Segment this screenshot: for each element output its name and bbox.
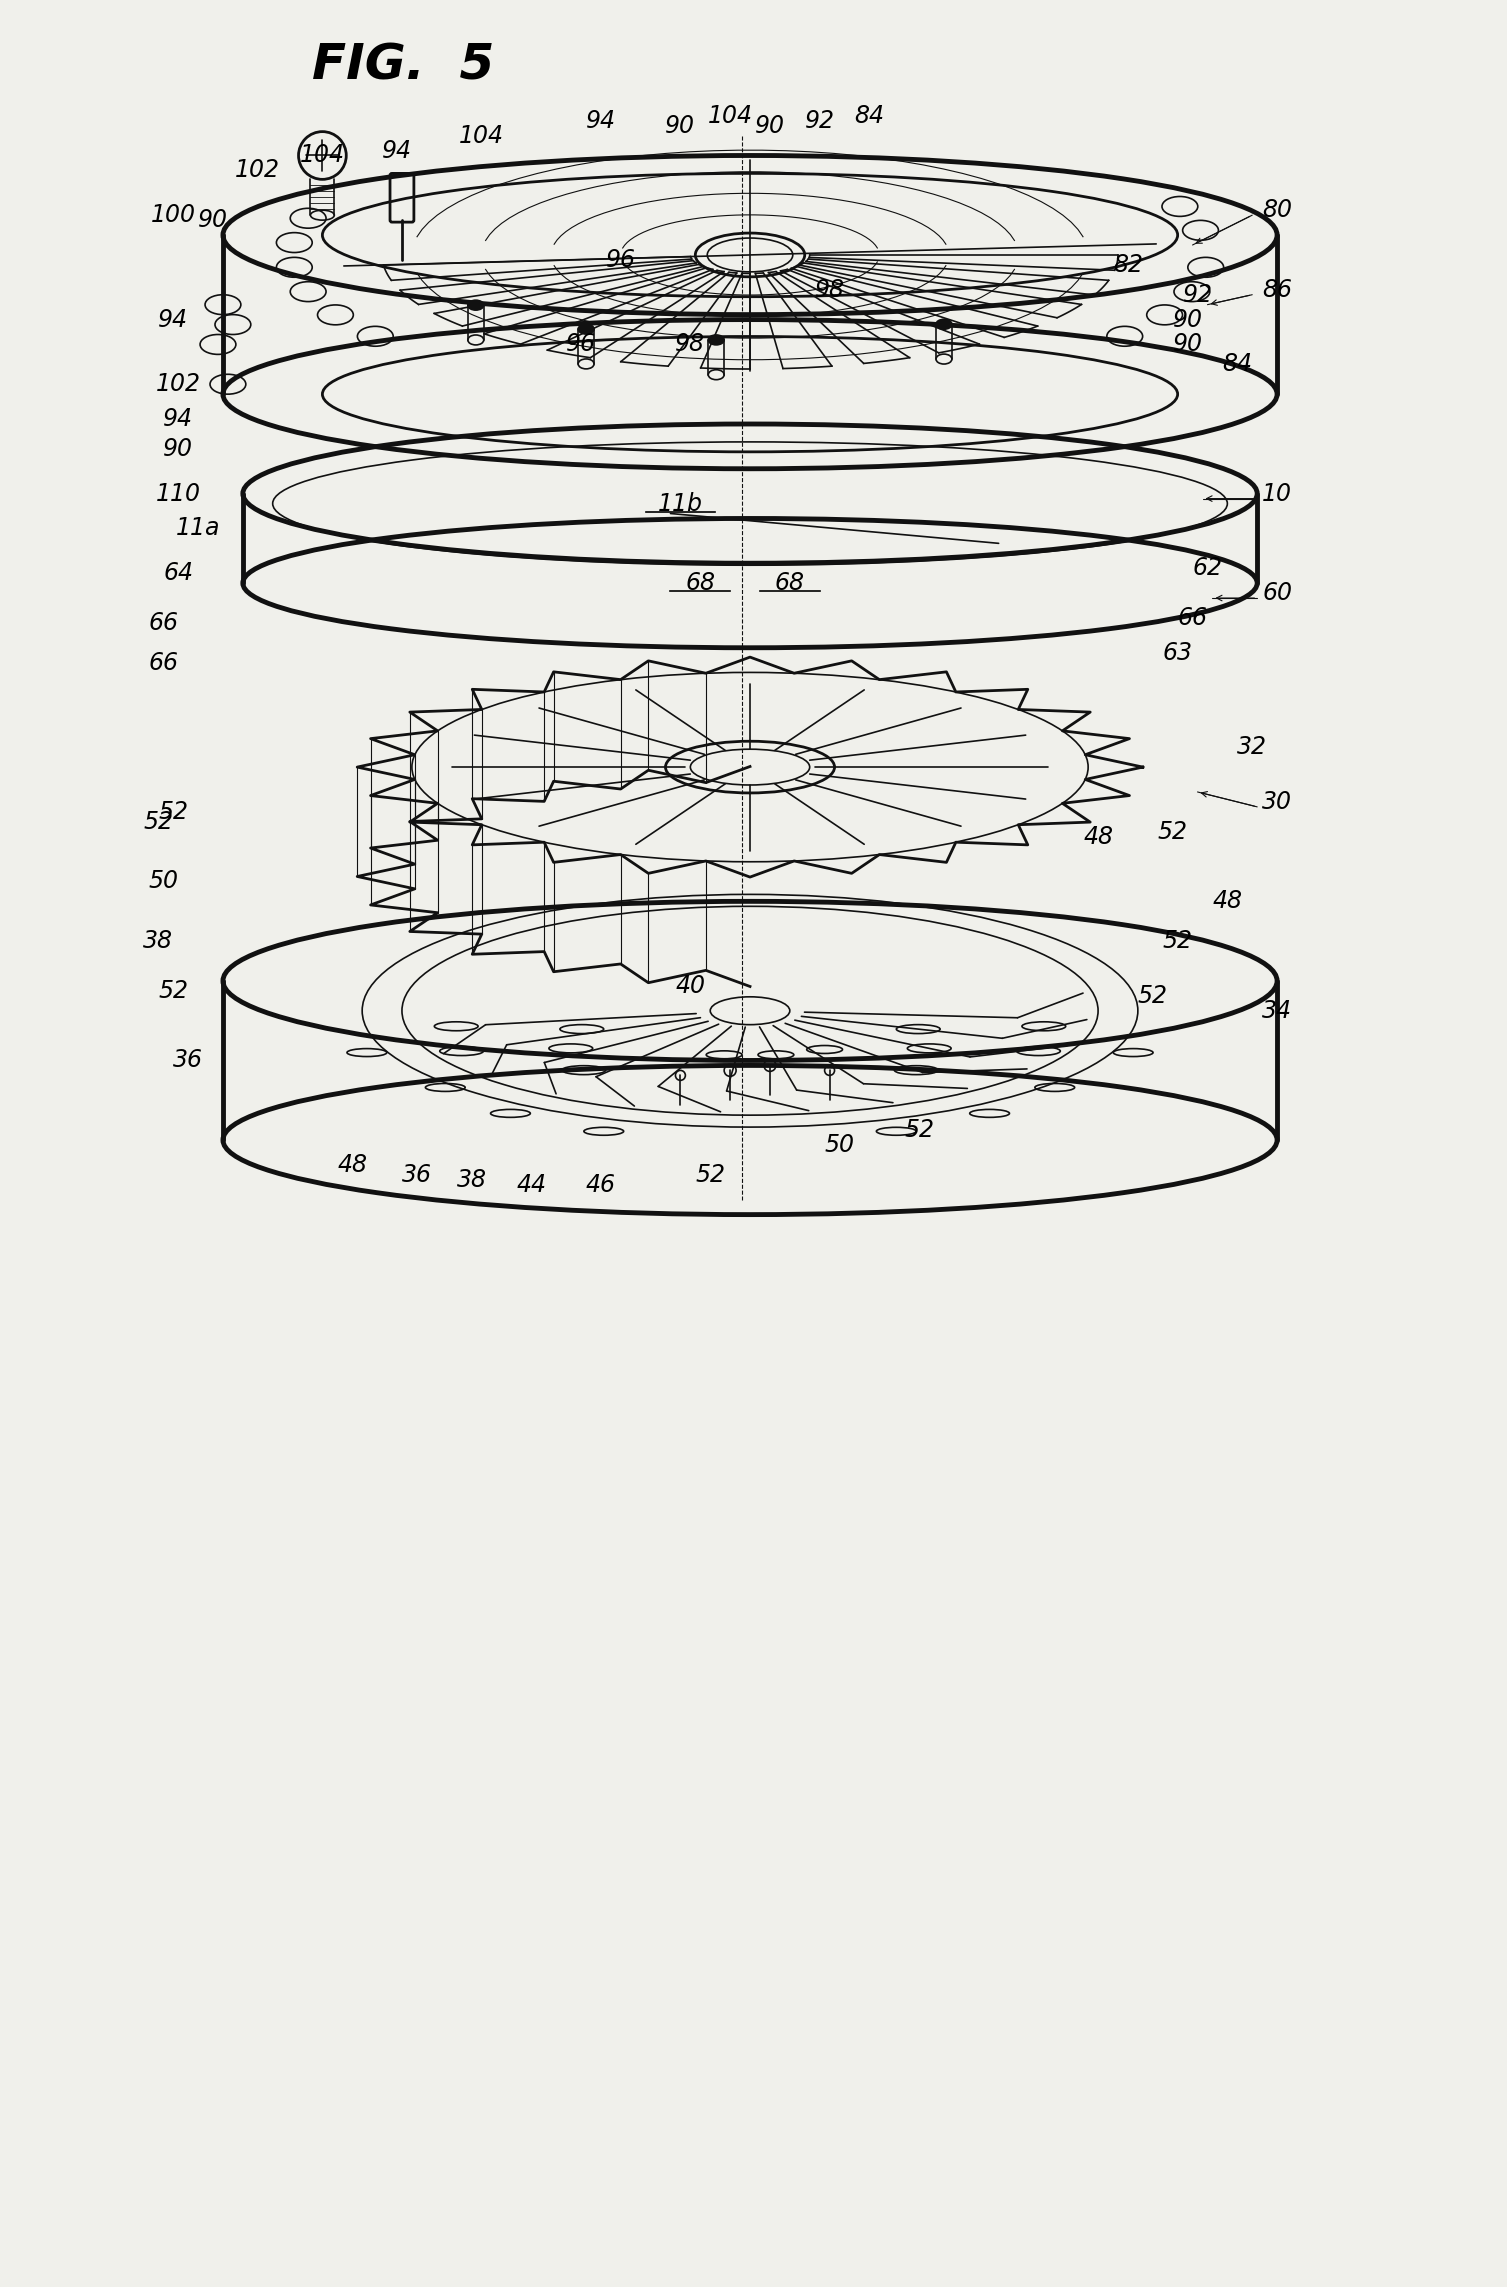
Text: 92: 92 — [1183, 284, 1213, 306]
Text: 66: 66 — [148, 611, 178, 636]
Text: 32: 32 — [1237, 734, 1267, 759]
Text: 62: 62 — [1192, 556, 1222, 581]
Text: 68: 68 — [775, 572, 805, 595]
Text: 96: 96 — [567, 332, 595, 357]
Text: 86: 86 — [1261, 277, 1291, 302]
Text: 40: 40 — [675, 974, 705, 997]
Text: 98: 98 — [675, 332, 705, 357]
Text: 44: 44 — [517, 1173, 546, 1196]
Text: 48: 48 — [1084, 826, 1114, 848]
Text: 90: 90 — [163, 437, 193, 462]
Text: 52: 52 — [158, 800, 188, 823]
Text: 48: 48 — [1212, 890, 1242, 913]
Text: 36: 36 — [402, 1162, 433, 1187]
Text: 66: 66 — [1177, 606, 1207, 629]
Text: 50: 50 — [824, 1132, 854, 1157]
Text: 38: 38 — [457, 1169, 487, 1192]
Text: 90: 90 — [1172, 306, 1203, 332]
Text: 50: 50 — [148, 869, 178, 894]
Text: 94: 94 — [586, 110, 616, 133]
Text: 80: 80 — [1261, 199, 1291, 222]
Text: 60: 60 — [1261, 581, 1291, 606]
Text: 52: 52 — [1162, 929, 1192, 954]
Text: 92: 92 — [805, 110, 835, 133]
Text: 90: 90 — [666, 114, 695, 137]
Text: 94: 94 — [381, 140, 411, 162]
Text: 52: 52 — [695, 1162, 725, 1187]
Text: 94: 94 — [163, 407, 193, 430]
Text: 36: 36 — [173, 1047, 203, 1073]
Ellipse shape — [708, 334, 725, 345]
Ellipse shape — [467, 300, 484, 311]
Text: 110: 110 — [155, 483, 200, 505]
Text: 48: 48 — [338, 1153, 368, 1178]
Text: 30: 30 — [1261, 789, 1291, 814]
Text: 82: 82 — [1112, 254, 1142, 277]
Text: 11b: 11b — [659, 492, 702, 515]
Text: 94: 94 — [158, 306, 188, 332]
Text: 66: 66 — [148, 652, 178, 675]
Text: 34: 34 — [1261, 999, 1291, 1022]
Text: 96: 96 — [606, 247, 636, 272]
Text: 52: 52 — [143, 810, 173, 835]
Text: FIG.  5: FIG. 5 — [312, 41, 494, 89]
Text: 104: 104 — [300, 144, 345, 167]
Text: 90: 90 — [755, 114, 785, 137]
Text: 90: 90 — [1172, 332, 1203, 357]
Text: 38: 38 — [143, 929, 173, 954]
Text: 52: 52 — [904, 1118, 934, 1141]
Text: 104: 104 — [460, 123, 503, 149]
Text: 90: 90 — [197, 208, 228, 233]
Text: 52: 52 — [1138, 983, 1168, 1009]
Text: 10: 10 — [1261, 483, 1291, 505]
Text: 102: 102 — [155, 373, 200, 396]
Text: 104: 104 — [708, 103, 752, 128]
Text: 52: 52 — [158, 979, 188, 1002]
Text: 68: 68 — [686, 572, 716, 595]
Text: 46: 46 — [586, 1173, 616, 1196]
Text: 84: 84 — [854, 103, 885, 128]
Text: 98: 98 — [815, 277, 844, 302]
Ellipse shape — [579, 325, 594, 334]
Text: 64: 64 — [163, 560, 193, 585]
Text: 11a: 11a — [176, 517, 220, 540]
Text: 84: 84 — [1222, 352, 1252, 377]
Text: 102: 102 — [235, 158, 280, 183]
Text: 63: 63 — [1162, 640, 1192, 666]
Ellipse shape — [936, 320, 952, 329]
Text: 100: 100 — [151, 204, 196, 226]
Text: 52: 52 — [1157, 819, 1188, 844]
